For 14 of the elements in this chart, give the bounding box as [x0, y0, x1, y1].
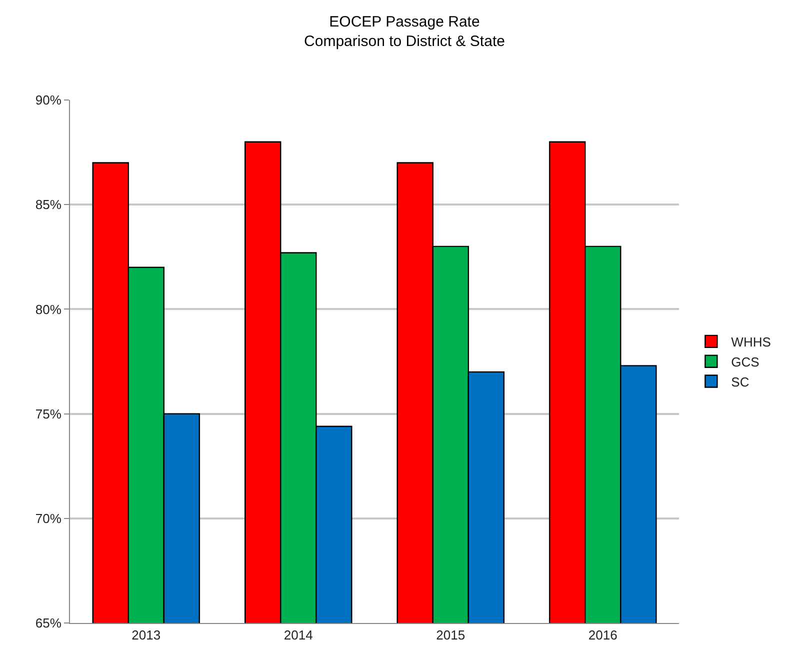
x-tick-label: 2015	[436, 628, 466, 643]
y-tick-label: 75%	[35, 406, 62, 422]
x-tick-label: 2014	[284, 628, 313, 643]
y-tick-label: 90%	[35, 92, 62, 108]
chart-title: EOCEP Passage Rate Comparison to District & State	[304, 14, 505, 50]
x-tick-label: 2016	[588, 628, 618, 643]
legend-label: GCS	[731, 354, 760, 370]
y-tick-label: 70%	[35, 510, 62, 526]
legend-label: SC	[731, 374, 750, 390]
legend-label: WHHS	[731, 334, 772, 350]
x-tick-label: 2013	[132, 628, 161, 643]
y-tick-label: 80%	[35, 302, 62, 317]
y-tick-label: 65%	[35, 616, 62, 631]
y-tick-label: 85%	[35, 197, 62, 212]
